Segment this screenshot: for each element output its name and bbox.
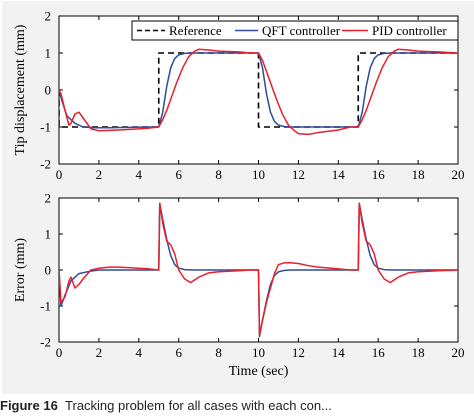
x-tick-label: 4: [136, 167, 143, 182]
y-tick-label: -2: [40, 157, 51, 172]
x-tick-label: 18: [412, 345, 425, 360]
y-tick-label: -1: [40, 120, 51, 135]
y-axis-label: Error (mm): [13, 238, 28, 302]
x-tick-label: 4: [136, 345, 143, 360]
caption-text: Tracking problem for all cases with each…: [65, 398, 332, 413]
x-tick-label: 0: [56, 167, 63, 182]
legend-box: [131, 20, 459, 41]
caption-label: Figure 16: [0, 398, 58, 413]
x-tick-label: 2: [96, 345, 103, 360]
legend: Reference QFT controller PID controller: [131, 20, 459, 41]
y-tick-label: 0: [45, 83, 52, 98]
figure-caption: Figure 16 Tracking problem for all cases…: [0, 398, 474, 416]
x-tick-label: 20: [452, 345, 465, 360]
y-tick-label: 1: [45, 46, 52, 61]
x-tick-label: 20: [452, 167, 465, 182]
x-tick-label: 12: [292, 345, 305, 360]
y-tick-label: 0: [45, 263, 52, 278]
x-tick-label: 16: [372, 167, 386, 182]
y-tick-label: -1: [40, 299, 51, 314]
y-tick-label: 2: [45, 191, 52, 206]
x-tick-label: 0: [56, 345, 63, 360]
figure-panel: 0 2 4 6 8 10 12 14 16 18 20 -2 -1 0 1 2 Tip displacement…: [2, 1, 474, 394]
x-tick-label: 16: [372, 345, 386, 360]
x-tick-label: 10: [252, 167, 265, 182]
series-line-pid-controller: [59, 48, 458, 136]
x-tick-label: 18: [412, 167, 425, 182]
y-tick-label: -2: [40, 335, 51, 350]
x-tick-label: 8: [215, 167, 222, 182]
legend-label-reference: Reference: [169, 23, 222, 38]
series-line-qft-controller: [59, 202, 458, 338]
x-tick-label: 6: [175, 167, 182, 182]
x-tick-label: 12: [292, 167, 305, 182]
x-tick-label: 6: [175, 345, 182, 360]
series-group-top: [59, 48, 458, 136]
x-tick-label: 2: [96, 167, 103, 182]
legend-label-pid-controller: PID controller: [372, 23, 447, 38]
y-axis-label: Tip displacement (mm): [13, 24, 28, 155]
x-tick-label: 14: [332, 345, 346, 360]
legend-label-qft-controller: QFT controller: [262, 23, 341, 38]
plot-area-top: [58, 15, 459, 165]
y-tick-label: 2: [45, 9, 52, 24]
y-tick-label: 1: [45, 227, 52, 242]
series-group-bottom: [59, 202, 458, 338]
x-tick-label: 10: [252, 345, 265, 360]
x-tick-label: 14: [332, 167, 346, 182]
x-axis-label: Time (sec): [229, 364, 289, 379]
x-tick-label: 8: [215, 345, 222, 360]
series-line-qft-controller: [59, 52, 458, 129]
series-line-pid-controller: [59, 202, 458, 336]
